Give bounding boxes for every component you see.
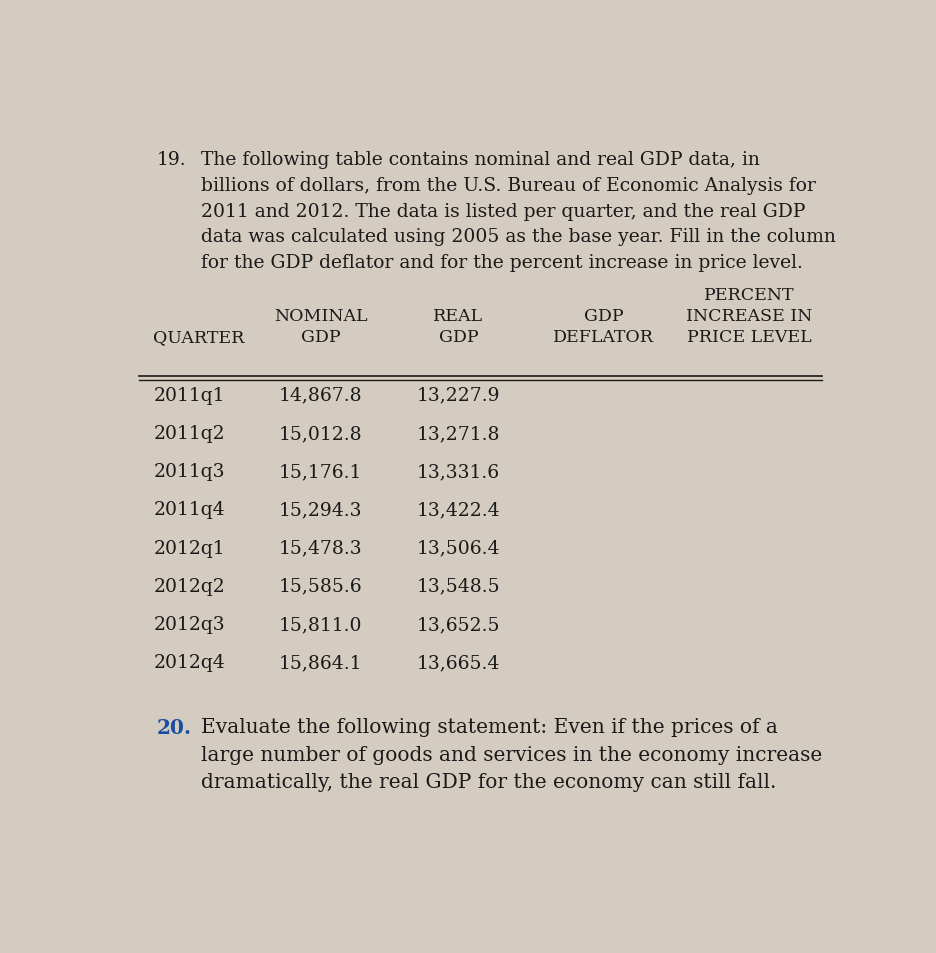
Text: 2012q4: 2012q4 [154, 654, 225, 672]
Text: REAL
GDP: REAL GDP [433, 308, 483, 346]
Text: 2012q2: 2012q2 [154, 578, 225, 596]
Text: 15,585.6: 15,585.6 [278, 578, 362, 596]
Text: 13,271.8: 13,271.8 [417, 425, 500, 442]
Text: 2011q2: 2011q2 [154, 425, 225, 442]
Text: 15,176.1: 15,176.1 [279, 463, 361, 480]
Text: 2011q4: 2011q4 [154, 501, 225, 518]
Text: 15,478.3: 15,478.3 [278, 539, 362, 558]
Text: 13,331.6: 13,331.6 [417, 463, 500, 480]
Text: QUARTER: QUARTER [154, 329, 244, 346]
Text: 2011q1: 2011q1 [154, 386, 225, 404]
Text: PERCENT
INCREASE IN
PRICE LEVEL: PERCENT INCREASE IN PRICE LEVEL [685, 287, 812, 346]
Text: 13,227.9: 13,227.9 [417, 386, 500, 404]
Text: 15,864.1: 15,864.1 [278, 654, 362, 672]
Text: 13,506.4: 13,506.4 [417, 539, 500, 558]
Text: 13,422.4: 13,422.4 [417, 501, 500, 518]
Text: 15,811.0: 15,811.0 [278, 616, 362, 634]
Text: 13,652.5: 13,652.5 [417, 616, 500, 634]
Text: 15,294.3: 15,294.3 [278, 501, 362, 518]
Text: 2012q1: 2012q1 [154, 539, 225, 558]
Text: 13,665.4: 13,665.4 [417, 654, 500, 672]
Text: GDP
DEFLATOR: GDP DEFLATOR [552, 308, 653, 346]
Text: NOMINAL
GDP: NOMINAL GDP [273, 308, 367, 346]
Text: Evaluate the following statement: Even if the prices of a
large number of goods : Evaluate the following statement: Even i… [200, 718, 821, 791]
Text: 20.: 20. [157, 718, 192, 738]
Text: The following table contains nominal and real GDP data, in
billions of dollars, : The following table contains nominal and… [200, 152, 835, 272]
Text: 14,867.8: 14,867.8 [278, 386, 362, 404]
Text: 19.: 19. [157, 152, 186, 169]
Text: 2012q3: 2012q3 [154, 616, 225, 634]
Text: 2011q3: 2011q3 [154, 463, 225, 480]
Text: 15,012.8: 15,012.8 [278, 425, 362, 442]
Text: 13,548.5: 13,548.5 [417, 578, 500, 596]
